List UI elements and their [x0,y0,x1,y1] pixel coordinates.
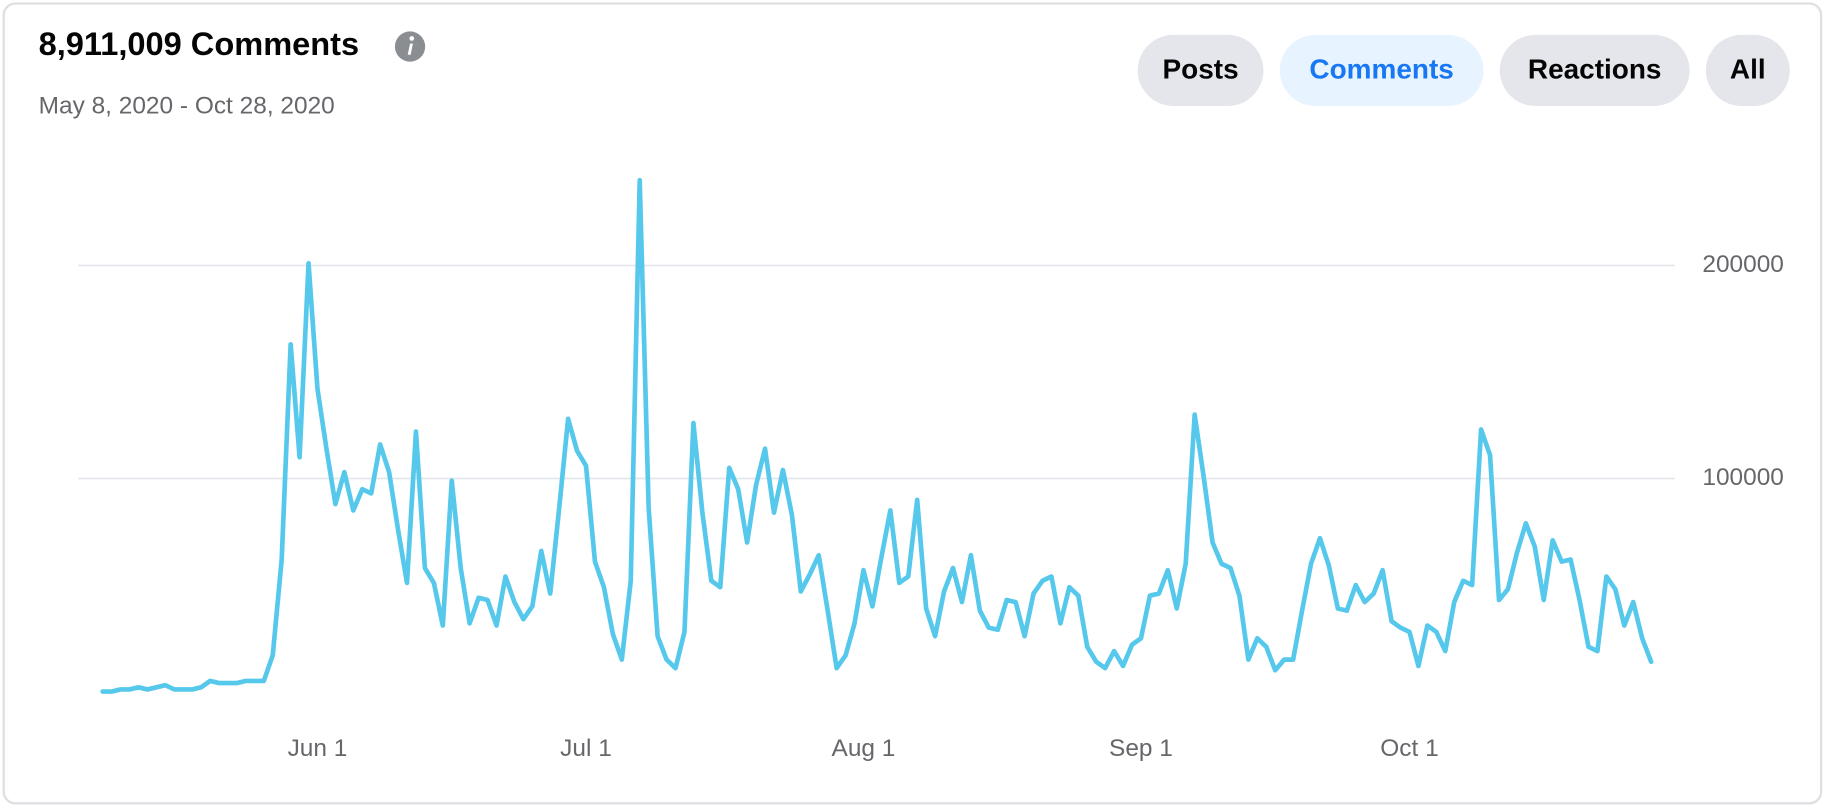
tab-background [1705,34,1790,106]
tab-button[interactable]: All [1705,34,1790,106]
tab-label: All [1730,53,1766,84]
y-tick-label: 100000 [1702,464,1784,491]
tab-button[interactable]: Comments [1279,34,1484,106]
tab-background [1137,34,1264,106]
info-icon-stem [407,43,413,55]
tab-bar: Posts Comments Reactions All [1137,34,1790,106]
tab-label: Reactions [1528,53,1662,84]
plot-area: 100000 200000 Jun 1 Jul 1 Aug 1 Sep 1 Oct 1 [78,177,1784,762]
x-tick-label: Aug 1 [832,735,896,762]
tab-button[interactable]: Posts [1137,34,1264,106]
tab-button[interactable]: Reactions [1499,34,1690,106]
tab-background [1279,34,1484,106]
x-tick-label: Sep 1 [1109,735,1173,762]
info-icon[interactable] [394,31,426,62]
chart-subtitle: May 8, 2020 - Oct 28, 2020 [39,93,335,120]
x-tick-label: Jul 1 [560,735,612,762]
data-line [100,177,1654,694]
tab-label: Posts [1163,53,1239,84]
tab-background [1499,34,1690,106]
x-tick-label: Jun 1 [288,735,348,762]
info-icon-dot [409,36,415,41]
tab-label: Comments [1309,53,1453,84]
chart-title: 8,911,009 Comments [39,25,360,62]
x-tick-label: Oct 1 [1380,735,1438,762]
y-tick-label: 200000 [1702,251,1784,278]
